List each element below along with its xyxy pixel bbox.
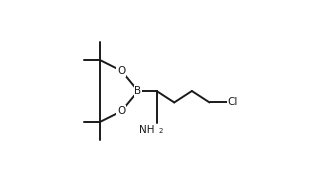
Text: NH: NH	[139, 125, 155, 135]
Text: O: O	[117, 106, 126, 116]
Text: Cl: Cl	[227, 98, 238, 107]
Text: O: O	[117, 66, 126, 76]
Text: B: B	[135, 86, 142, 96]
Text: 2: 2	[159, 128, 163, 134]
